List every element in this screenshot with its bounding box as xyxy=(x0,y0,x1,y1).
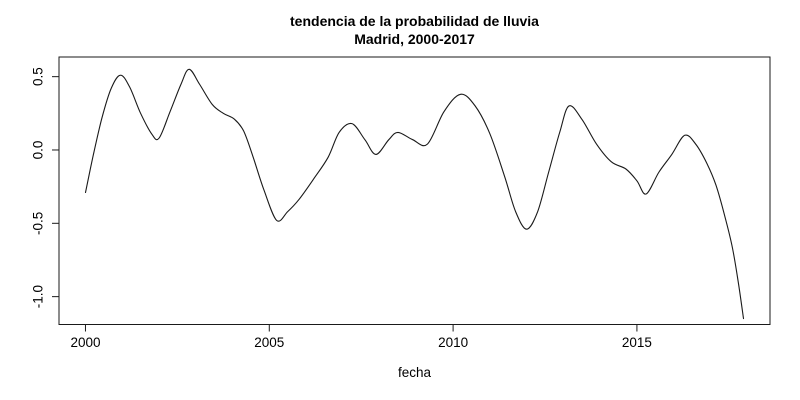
y-tick-label: -1.0 xyxy=(31,285,46,308)
axes-layer: 2000 2005 2010 2015 0.5 0.0 -0.5 -1.0 xyxy=(31,67,652,350)
plot-box xyxy=(58,56,771,325)
x-tick-label: 2015 xyxy=(622,335,652,350)
y-tick-label: 0.5 xyxy=(31,67,46,86)
chart-title-line2: Madrid, 2000-2017 xyxy=(354,31,475,47)
trend-line xyxy=(84,68,745,320)
x-tick-label: 2010 xyxy=(438,335,468,350)
y-tick-label: 0.0 xyxy=(31,141,46,160)
x-tick-label: 2000 xyxy=(70,335,100,350)
x-axis-label: fecha xyxy=(398,365,432,380)
chart-title-line1: tendencia de la probabilidad de lluvia xyxy=(290,13,539,29)
x-tick-label: 2005 xyxy=(254,335,284,350)
y-tick-label: -0.5 xyxy=(31,212,46,235)
